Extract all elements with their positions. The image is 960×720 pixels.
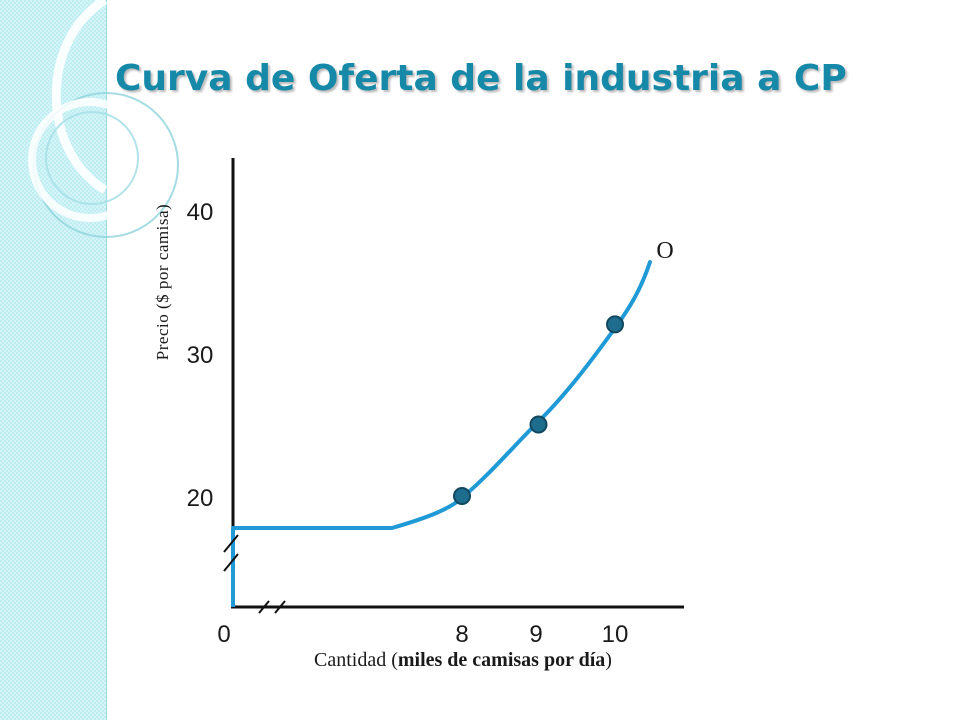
decorative-circles	[28, 0, 179, 238]
x-axis-break-mark	[258, 600, 270, 614]
x-tick-label-10: 10	[602, 621, 629, 648]
decor-circle-white	[28, 98, 152, 222]
data-points	[453, 315, 624, 505]
y-axis-label: Precio ($ por camisa)	[153, 204, 172, 360]
y-tick-label-20: 20	[187, 485, 214, 512]
x-tick-label-9: 9	[529, 621, 542, 648]
x-axis-break-mark	[274, 600, 286, 614]
y-tick-label-30: 30	[187, 342, 214, 369]
y-axis-break-mark	[223, 553, 239, 572]
supply-curve-label: O	[656, 238, 673, 264]
x-tick-label-0: 0	[217, 621, 230, 648]
y-axis-break-mark	[223, 534, 239, 553]
slide-title: Curva de Oferta de la industria a CP	[115, 58, 847, 99]
data-point-3	[606, 315, 624, 334]
supply-curve-line	[231, 260, 652, 530]
x-tick-label-8: 8	[455, 621, 468, 648]
x-axis-label-bold: miles de camisas por día	[397, 649, 606, 671]
data-point-2	[529, 415, 548, 434]
x-axis-label: Cantidad (miles de camisas por día)	[314, 649, 612, 672]
x-axis-label-prefix: Cantidad (	[314, 649, 398, 671]
x-axis-label-suffix: )	[605, 649, 612, 671]
y-tick-label-40: 40	[187, 199, 214, 226]
data-point-1	[453, 487, 471, 505]
decor-arc-outer	[51, 0, 108, 194]
decor-circle-small	[45, 111, 139, 205]
